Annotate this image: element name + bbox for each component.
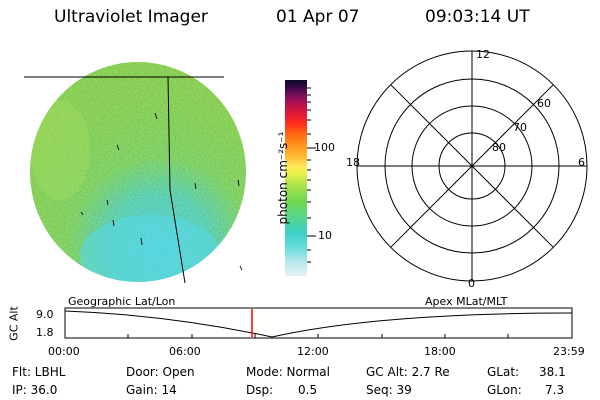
altitude-curve bbox=[64, 310, 573, 338]
orbit-y-label: GC Alt bbox=[7, 306, 21, 341]
gc-alt-info: GC Alt: 2.7 Re bbox=[366, 365, 450, 379]
lat-label-80: 80 bbox=[492, 141, 506, 154]
door-info: Door: Open bbox=[126, 365, 195, 379]
orbit-x-tick-2359: 23:59 bbox=[553, 345, 585, 358]
geographic-title: Geographic Lat/Lon bbox=[68, 295, 176, 308]
apex-title: Apex MLat/MLT bbox=[425, 295, 508, 308]
orbit-x-tick-1800: 18:00 bbox=[424, 345, 456, 358]
dsp-label: Dsp: bbox=[246, 383, 274, 397]
colorbar-ticks bbox=[307, 87, 316, 263]
glon-value: 7.3 bbox=[545, 383, 565, 397]
polar-grid bbox=[356, 50, 588, 282]
app-title: Ultraviolet Imager bbox=[54, 7, 208, 27]
orbit-y-tick-max: 9.0 bbox=[36, 308, 54, 321]
lat-label-60: 60 bbox=[537, 97, 551, 110]
filter-info: Flt: LBHL bbox=[12, 365, 66, 379]
ip-info: IP: 36.0 bbox=[12, 383, 58, 397]
colorbar-unit-label: photon cm⁻²s⁻¹ bbox=[276, 131, 290, 225]
uv-image-disk bbox=[30, 62, 246, 282]
orbit-y-tick-min: 1.8 bbox=[36, 326, 54, 339]
colorbar-tick-100: 100 bbox=[314, 141, 335, 154]
colorbar-tick-10: 10 bbox=[318, 229, 332, 242]
mlt-label-6: 6 bbox=[578, 156, 585, 169]
glat-label: GLat: bbox=[487, 365, 520, 379]
mode-info: Mode: Normal bbox=[246, 365, 330, 379]
orbit-x-ticks bbox=[64, 334, 573, 338]
orbit-x-tick-1200: 12:00 bbox=[297, 345, 329, 358]
mlt-label-18: 18 bbox=[346, 156, 360, 169]
mlt-label-0: 0 bbox=[468, 277, 475, 290]
glat-value: 38.1 bbox=[539, 365, 566, 379]
dsp-value: 0.5 bbox=[298, 383, 318, 397]
seq-info: Seq: 39 bbox=[366, 383, 412, 397]
glon-label: GLon: bbox=[487, 383, 522, 397]
geographic-longitude-line bbox=[167, 76, 186, 284]
orbit-x-tick-0600: 06:00 bbox=[169, 345, 201, 358]
gain-info: Gain: 14 bbox=[126, 383, 177, 397]
date-label: 01 Apr 07 bbox=[276, 7, 360, 27]
mlt-label-12: 12 bbox=[476, 48, 490, 61]
polar-diagonal-2 bbox=[390, 84, 554, 248]
colorbar bbox=[285, 80, 307, 276]
time-label: 09:03:14 UT bbox=[425, 7, 530, 27]
lat-label-70: 70 bbox=[513, 121, 527, 134]
orbit-panel-frame bbox=[64, 307, 573, 339]
orbit-x-tick-0000: 00:00 bbox=[48, 345, 80, 358]
